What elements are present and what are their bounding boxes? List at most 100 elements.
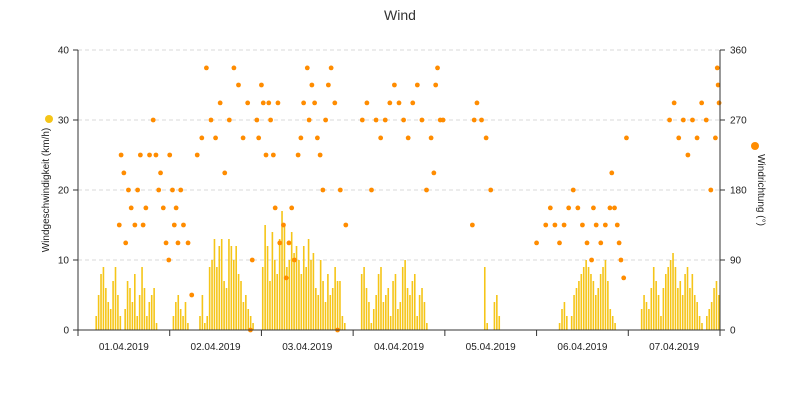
direction-point <box>217 100 223 106</box>
direction-point <box>566 205 572 211</box>
direction-point <box>292 257 297 263</box>
speed-bar <box>150 295 153 330</box>
left-tick-label: 40 <box>58 46 70 57</box>
direction-point <box>199 135 205 141</box>
speed-bar <box>105 288 107 330</box>
speed-bar <box>240 281 242 330</box>
speed-bar <box>669 260 672 330</box>
direction-point <box>378 135 384 141</box>
direction-point <box>609 170 615 176</box>
direction-point <box>249 257 255 263</box>
direction-point <box>589 257 594 263</box>
direction-point <box>323 117 329 123</box>
speed-bar <box>496 295 498 330</box>
direction-point <box>373 117 379 123</box>
direction-point <box>382 117 388 123</box>
direction-point <box>150 117 156 123</box>
speed-bar <box>155 323 158 330</box>
speed-bar <box>187 323 189 330</box>
direction-point <box>479 117 484 123</box>
speed-bar <box>413 274 416 330</box>
speed-bar <box>264 225 266 330</box>
direction-point <box>121 170 127 176</box>
speed-bar <box>655 281 657 330</box>
direction-point <box>256 135 262 141</box>
speed-bar <box>211 260 213 330</box>
speed-bar <box>643 295 645 330</box>
speed-bar <box>317 295 320 330</box>
speed-bar <box>336 281 339 330</box>
direction-point <box>343 222 349 228</box>
speed-bar <box>368 302 370 330</box>
direction-point <box>143 205 149 211</box>
direction-point <box>132 222 138 228</box>
direction-point <box>185 240 191 246</box>
direction-point <box>283 275 289 281</box>
speed-bar <box>706 316 708 330</box>
speed-bar <box>423 302 426 330</box>
direction-point <box>298 135 304 141</box>
direction-point <box>163 240 169 246</box>
speed-bar <box>652 267 655 330</box>
speed-bar <box>667 267 670 330</box>
direction-point <box>275 100 281 106</box>
speed-bar <box>686 267 689 330</box>
speed-bar <box>146 316 148 330</box>
speed-bar <box>247 309 250 330</box>
direction-point <box>410 100 416 106</box>
speed-bar <box>242 302 245 330</box>
speed-bar <box>691 274 694 330</box>
speed-bar <box>107 302 110 330</box>
speed-bar <box>208 267 211 330</box>
direction-point <box>699 100 705 106</box>
speed-bar <box>611 316 614 330</box>
speed-bar <box>182 316 184 330</box>
speed-bar <box>411 281 414 330</box>
direction-point <box>160 205 166 211</box>
speed-bar <box>216 267 218 330</box>
speed-bar <box>672 253 674 330</box>
speed-bar <box>399 302 402 330</box>
right-axis-title: Windrichtung (°) <box>755 154 766 226</box>
speed-bar <box>604 260 607 330</box>
direction-point <box>281 222 286 228</box>
speed-bar <box>573 295 575 330</box>
direction-point <box>286 240 292 246</box>
speed-bar <box>117 295 119 330</box>
direction-point <box>260 100 266 106</box>
speed-bar <box>269 281 271 330</box>
speed-bar <box>662 288 665 330</box>
direction-point <box>543 222 549 228</box>
speed-bar <box>375 295 377 330</box>
direction-point <box>189 292 195 298</box>
direction-point <box>166 257 172 263</box>
speed-bar <box>360 274 363 330</box>
speed-bar <box>715 281 718 330</box>
direction-point <box>240 135 246 141</box>
direction-point <box>369 187 374 193</box>
speed-bar <box>278 239 281 330</box>
speed-bar <box>570 316 573 330</box>
direction-point <box>270 152 276 158</box>
direction-point <box>181 222 186 228</box>
speed-bar <box>334 267 336 330</box>
direction-point <box>419 117 425 123</box>
direction-point <box>547 205 553 211</box>
speed-bar <box>286 267 288 330</box>
direction-point <box>690 117 695 123</box>
left-tick-label: 30 <box>58 116 70 127</box>
speed-bar <box>100 274 102 330</box>
speed-bar <box>698 316 701 330</box>
direction-point <box>433 82 439 88</box>
left-tick-label: 20 <box>58 186 70 197</box>
direction-point <box>158 170 163 176</box>
speed-bar <box>418 295 421 330</box>
chart-title: Wind <box>384 7 416 23</box>
speed-bars <box>95 211 720 330</box>
direction-point <box>170 187 175 193</box>
direction-point <box>671 100 677 106</box>
direction-point <box>295 152 301 158</box>
direction-point <box>714 65 720 71</box>
speed-bar <box>380 267 382 330</box>
